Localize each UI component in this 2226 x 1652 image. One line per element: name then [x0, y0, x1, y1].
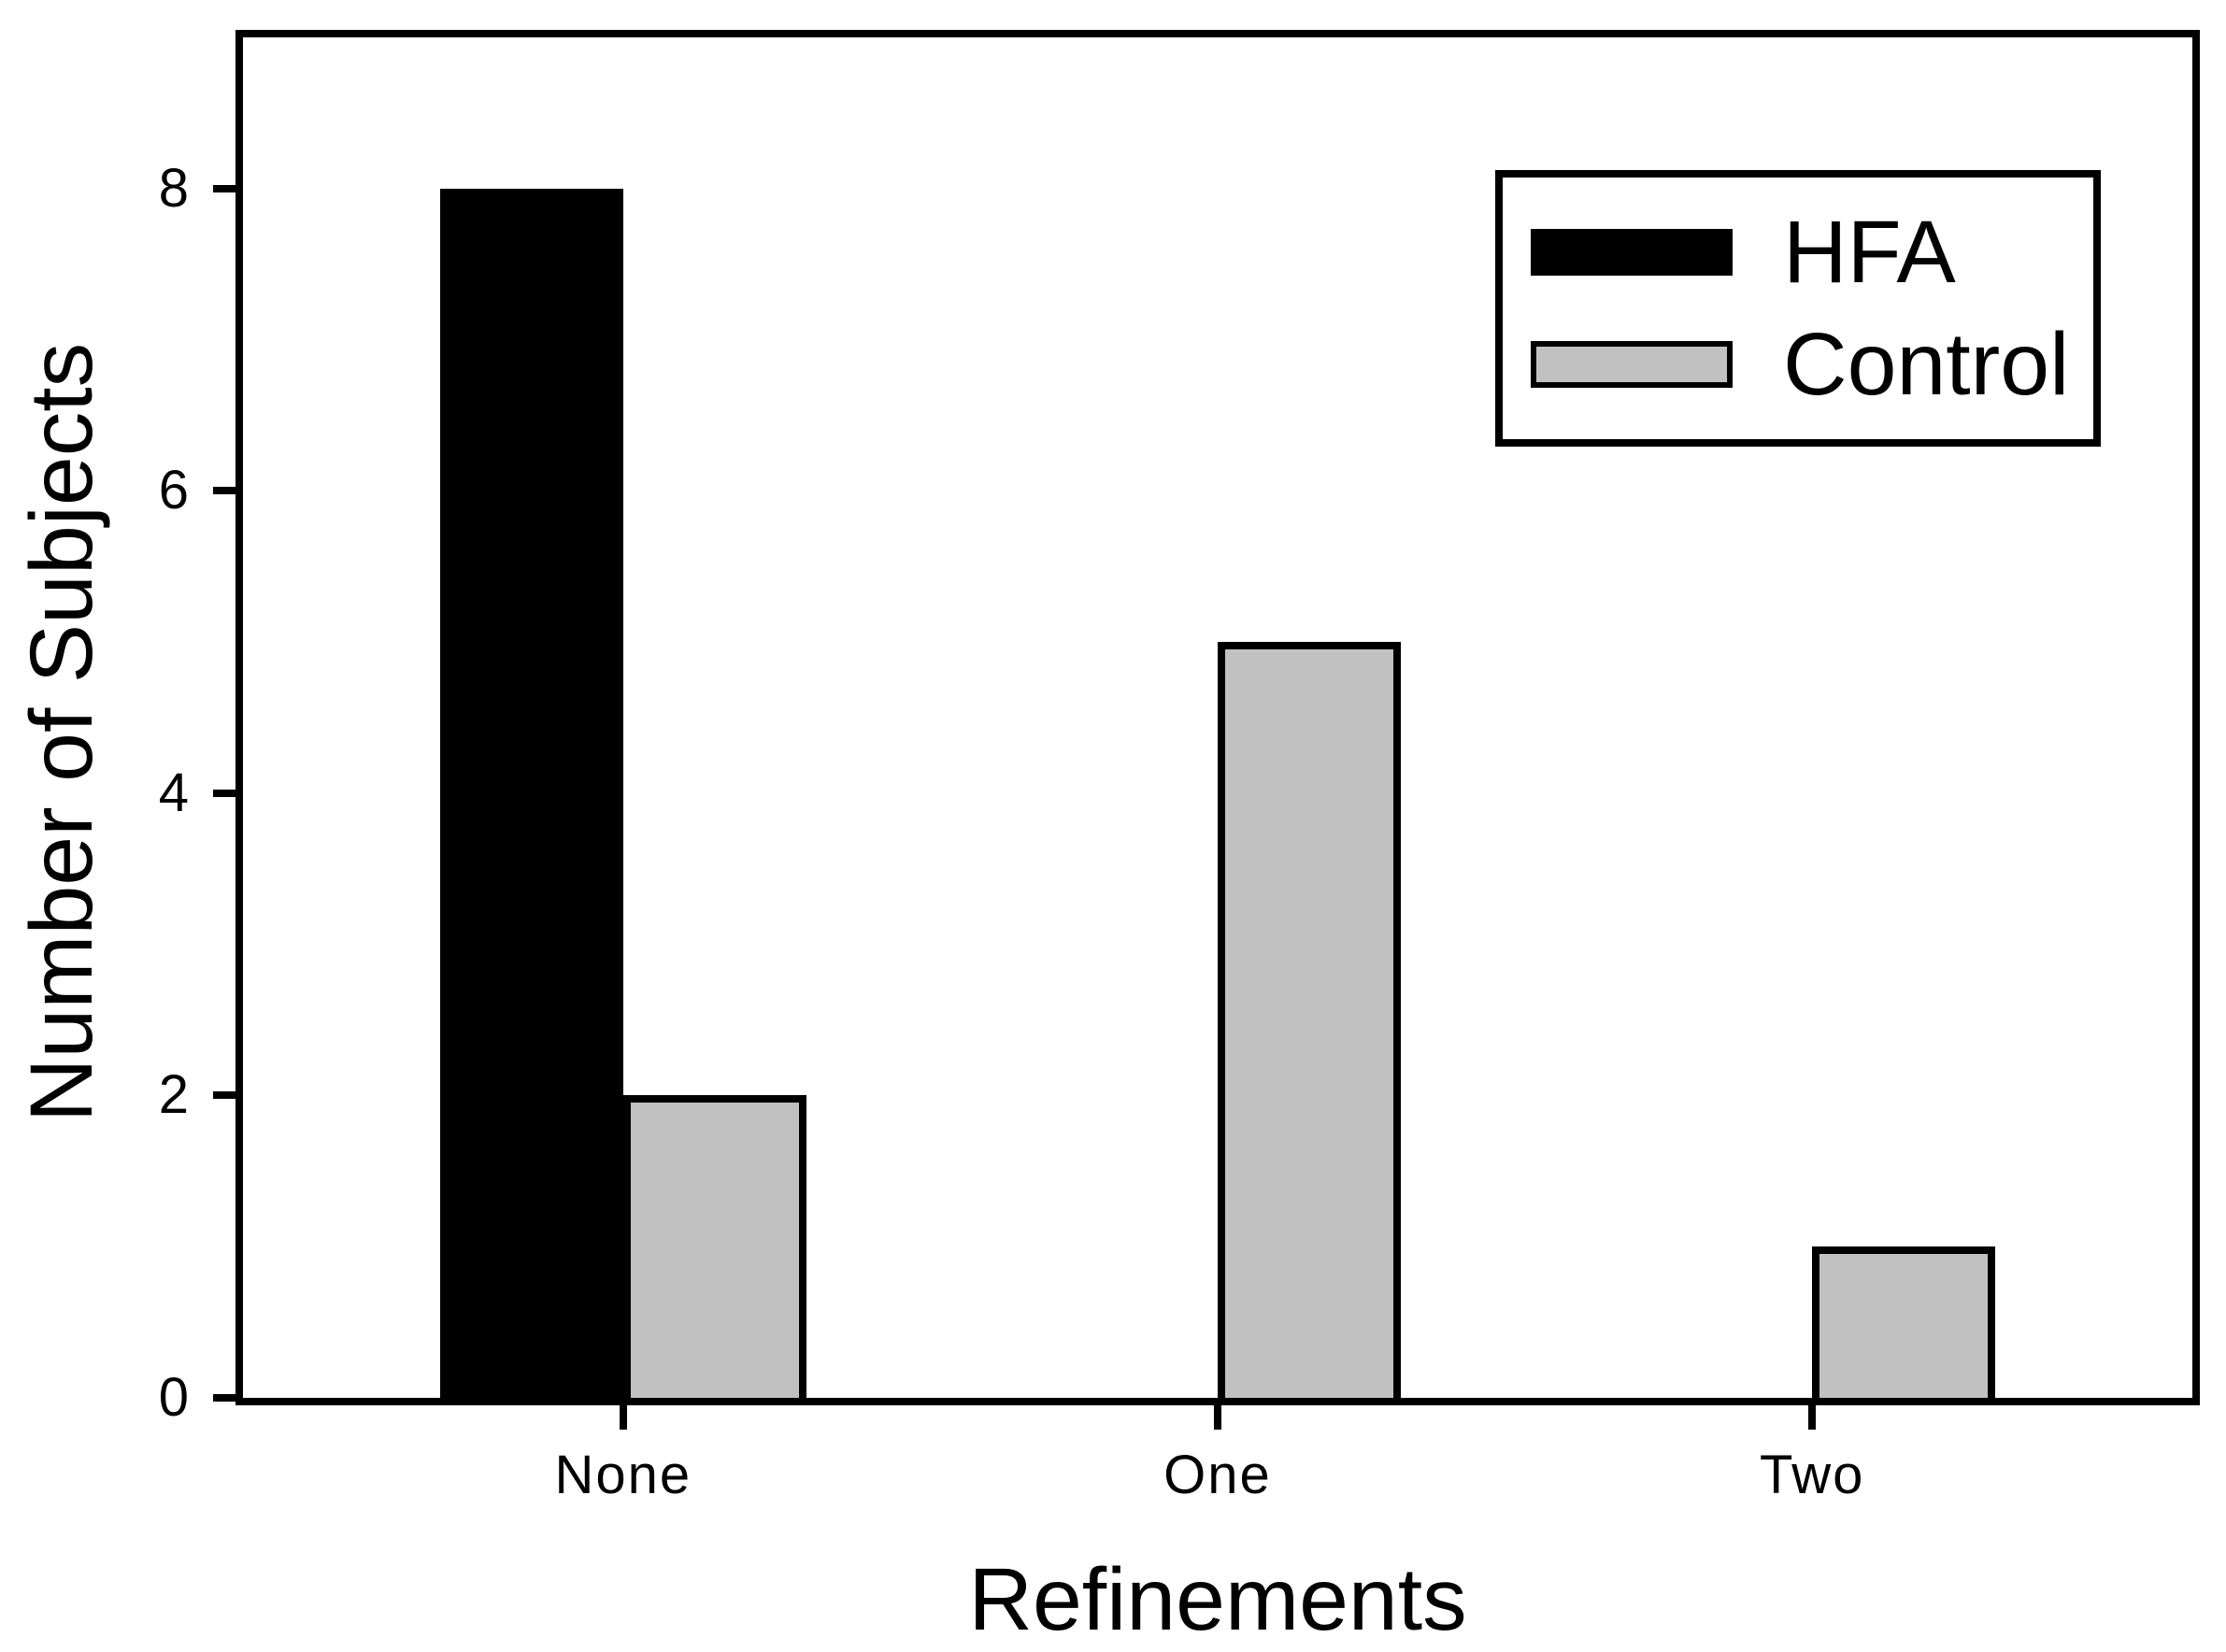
- y-tick-label: 8: [158, 157, 191, 219]
- legend-row: Control: [1531, 318, 2093, 411]
- y-axis-title: Number of Subjects: [12, 342, 111, 1123]
- x-tick-label: None: [554, 1445, 692, 1505]
- y-tick-label: 4: [158, 762, 191, 823]
- bar-control-two: [1812, 1246, 1996, 1398]
- y-tick-label: 2: [158, 1064, 191, 1126]
- bar-hfa-none: [439, 188, 623, 1398]
- legend-row: HFA: [1531, 206, 2093, 299]
- x-tick: [619, 1405, 627, 1430]
- x-tick: [1214, 1405, 1221, 1430]
- x-tick: [1808, 1405, 1817, 1430]
- bar-control-none: [622, 1095, 806, 1398]
- y-tick-label: 0: [158, 1367, 191, 1428]
- y-tick-label: 6: [158, 460, 191, 521]
- x-tick-label: Two: [1760, 1445, 1865, 1505]
- legend-label: HFA: [1783, 203, 1956, 302]
- y-tick: [213, 1394, 235, 1402]
- legend-swatch-control: [1531, 341, 1733, 388]
- bar-control-one: [1218, 642, 1402, 1398]
- legend-swatch-hfa: [1531, 229, 1733, 276]
- x-tick-label: One: [1163, 1445, 1272, 1505]
- y-tick: [213, 487, 235, 495]
- bars-layer: [243, 37, 2192, 1398]
- y-tick: [213, 184, 235, 192]
- y-tick: [213, 789, 235, 797]
- y-tick: [213, 1091, 235, 1100]
- x-axis-title: Refinements: [968, 1550, 1467, 1649]
- legend-label: Control: [1783, 315, 2070, 414]
- legend: HFA Control: [1495, 170, 2101, 447]
